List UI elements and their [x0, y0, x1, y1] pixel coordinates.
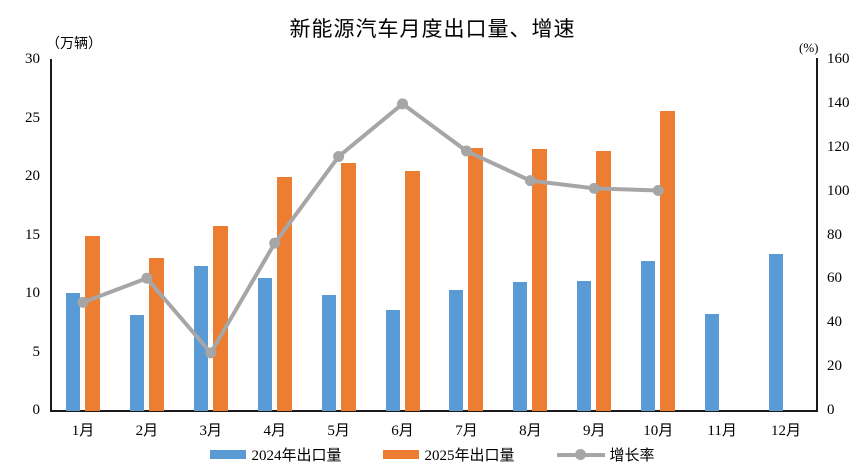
- growth-line: [82, 101, 659, 355]
- legend-swatch-growth-icon: [556, 449, 605, 460]
- bar-2024年出口量-5月: [321, 295, 336, 411]
- right-axis-tick-140: 140: [827, 94, 850, 111]
- x-label-8月: 8月: [519, 423, 542, 439]
- bar-2025年出口量-2月: [148, 257, 164, 411]
- bar-2025年出口量-4月: [276, 177, 292, 411]
- bar-2025年出口量-9月: [596, 151, 612, 411]
- legend-label-growth: 增长率: [609, 448, 655, 464]
- left-axis-line: [50, 59, 52, 412]
- x-label-5月: 5月: [327, 423, 350, 439]
- bar-2024年出口量-6月: [385, 310, 400, 411]
- left-axis-tick-25: 25: [25, 109, 40, 126]
- bar-2024年出口量-10月: [641, 261, 656, 411]
- right-axis-tick-60: 60: [827, 270, 842, 287]
- x-label-1月: 1月: [71, 423, 95, 439]
- legend: 2024年出口量 2025年出口量 增长率: [0, 444, 865, 465]
- right-axis-tick-120: 120: [827, 138, 850, 155]
- left-axis-tick-20: 20: [25, 168, 40, 184]
- x-label-2月: 2月: [135, 423, 159, 439]
- growth-dot-5月: [333, 151, 345, 163]
- x-axis-line: [50, 410, 818, 412]
- bar-2024年出口量-1月: [65, 292, 80, 411]
- chart-title: 新能源汽车月度出口量、增速: [289, 17, 576, 41]
- bar-2024年出口量-12月: [769, 254, 784, 411]
- bar-2025年出口量-5月: [340, 162, 356, 411]
- bar-2025年出口量-6月: [404, 171, 420, 411]
- bar-2024年出口量-9月: [577, 281, 592, 411]
- bar-2024年出口量-4月: [257, 277, 272, 411]
- bar-2025年出口量-10月: [660, 111, 676, 411]
- legend-swatch-2024-icon: [210, 450, 247, 459]
- right-axis-unit-label: (%): [799, 40, 819, 55]
- right-axis-tick-20: 20: [827, 358, 842, 375]
- bar-2025年出口量-7月: [468, 147, 484, 411]
- bar-2025年出口量-3月: [212, 226, 228, 411]
- bar-2025年出口量-1月: [84, 235, 100, 411]
- bar-2024年出口量-3月: [193, 265, 208, 411]
- bar-2024年出口量-8月: [513, 282, 528, 411]
- x-label-12月: 12月: [771, 423, 802, 439]
- legend-label-2025: 2025年出口量: [424, 448, 515, 464]
- x-label-3月: 3月: [199, 423, 223, 439]
- bar-2024年出口量-11月: [705, 313, 720, 411]
- left-axis-tick-10: 10: [25, 285, 40, 301]
- legend-label-2024: 2024年出口量: [251, 448, 342, 464]
- legend-item-2024: 2024年出口量: [210, 444, 341, 465]
- bar-2024年出口量-2月: [129, 315, 144, 411]
- left-axis-tick-15: 15: [25, 226, 40, 243]
- x-label-6月: 6月: [391, 423, 414, 439]
- legend-item-2025: 2025年出口量: [383, 444, 515, 465]
- right-axis-tick-40: 40: [827, 314, 842, 331]
- left-axis-unit-label: （万辆）: [46, 37, 102, 52]
- left-axis-tick-0: 0: [32, 402, 41, 418]
- bar-2025年出口量-8月: [532, 148, 548, 411]
- x-label-11月: 11月: [707, 423, 737, 439]
- x-label-9月: 9月: [583, 423, 606, 439]
- x-label-7月: 7月: [455, 423, 478, 439]
- left-axis-tick-5: 5: [32, 343, 41, 360]
- bar-2024年出口量-7月: [449, 290, 464, 411]
- legend-swatch-2025-icon: [383, 450, 420, 459]
- x-label-10月: 10月: [643, 423, 674, 439]
- right-axis-line: [816, 58, 818, 412]
- left-axis-tick-30: 30: [25, 51, 40, 67]
- right-axis-tick-0: 0: [827, 402, 835, 418]
- legend-item-growth: 增长率: [556, 444, 655, 465]
- growth-dot-6月: [397, 98, 409, 110]
- right-axis-tick-80: 80: [827, 226, 842, 243]
- x-label-4月: 4月: [263, 423, 286, 439]
- right-axis-tick-100: 100: [827, 182, 850, 199]
- right-axis-tick-160: 160: [827, 51, 850, 67]
